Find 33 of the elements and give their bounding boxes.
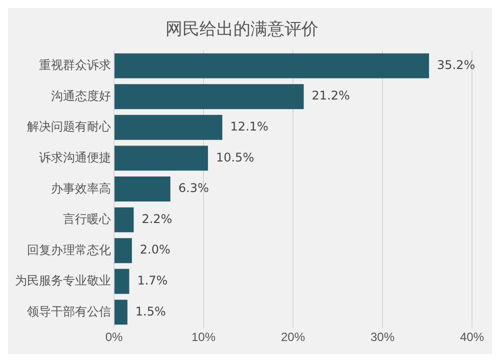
- x-tick-label: 30%: [370, 330, 395, 344]
- bar: [114, 146, 208, 171]
- bar: [114, 176, 170, 202]
- y-tick-label: 办事效率高: [51, 181, 111, 196]
- y-tick-label: 回复办理常态化: [27, 242, 111, 257]
- y-tick-label: 解决问题有耐心: [27, 120, 111, 134]
- bar: [114, 300, 128, 325]
- y-tick-label: 为民服务专业敬业: [15, 274, 111, 288]
- data-label: 6.3%: [178, 181, 209, 196]
- bar: [114, 84, 304, 110]
- bar: [114, 53, 430, 78]
- y-tick-label: 领导干部有公信: [27, 304, 111, 319]
- x-tick-label: 20%: [280, 330, 306, 344]
- bar: [114, 268, 130, 294]
- bar: [114, 207, 134, 232]
- data-label: 2.0%: [140, 242, 170, 257]
- y-tick-label: 沟通态度好: [51, 88, 111, 103]
- y-tick-label: 言行暖心: [63, 212, 111, 226]
- data-label: 12.1%: [230, 120, 268, 134]
- bar: [114, 114, 222, 140]
- data-label: 35.2%: [437, 58, 476, 72]
- y-tick-label: 重视群众诉求: [39, 58, 111, 72]
- data-label: 1.5%: [135, 304, 166, 318]
- x-tick-label: 40%: [460, 330, 484, 344]
- bar: [114, 238, 132, 264]
- y-tick-label: 诉求沟通便捷: [39, 150, 111, 165]
- data-label: 1.7%: [137, 274, 168, 288]
- x-tick-label: 0%: [105, 330, 123, 344]
- chart-title: 网民给出的满意评价: [166, 20, 318, 40]
- x-tick-label: 10%: [191, 330, 216, 344]
- data-label: 10.5%: [216, 150, 254, 164]
- data-label: 21.2%: [312, 88, 350, 103]
- data-label: 2.2%: [142, 212, 172, 226]
